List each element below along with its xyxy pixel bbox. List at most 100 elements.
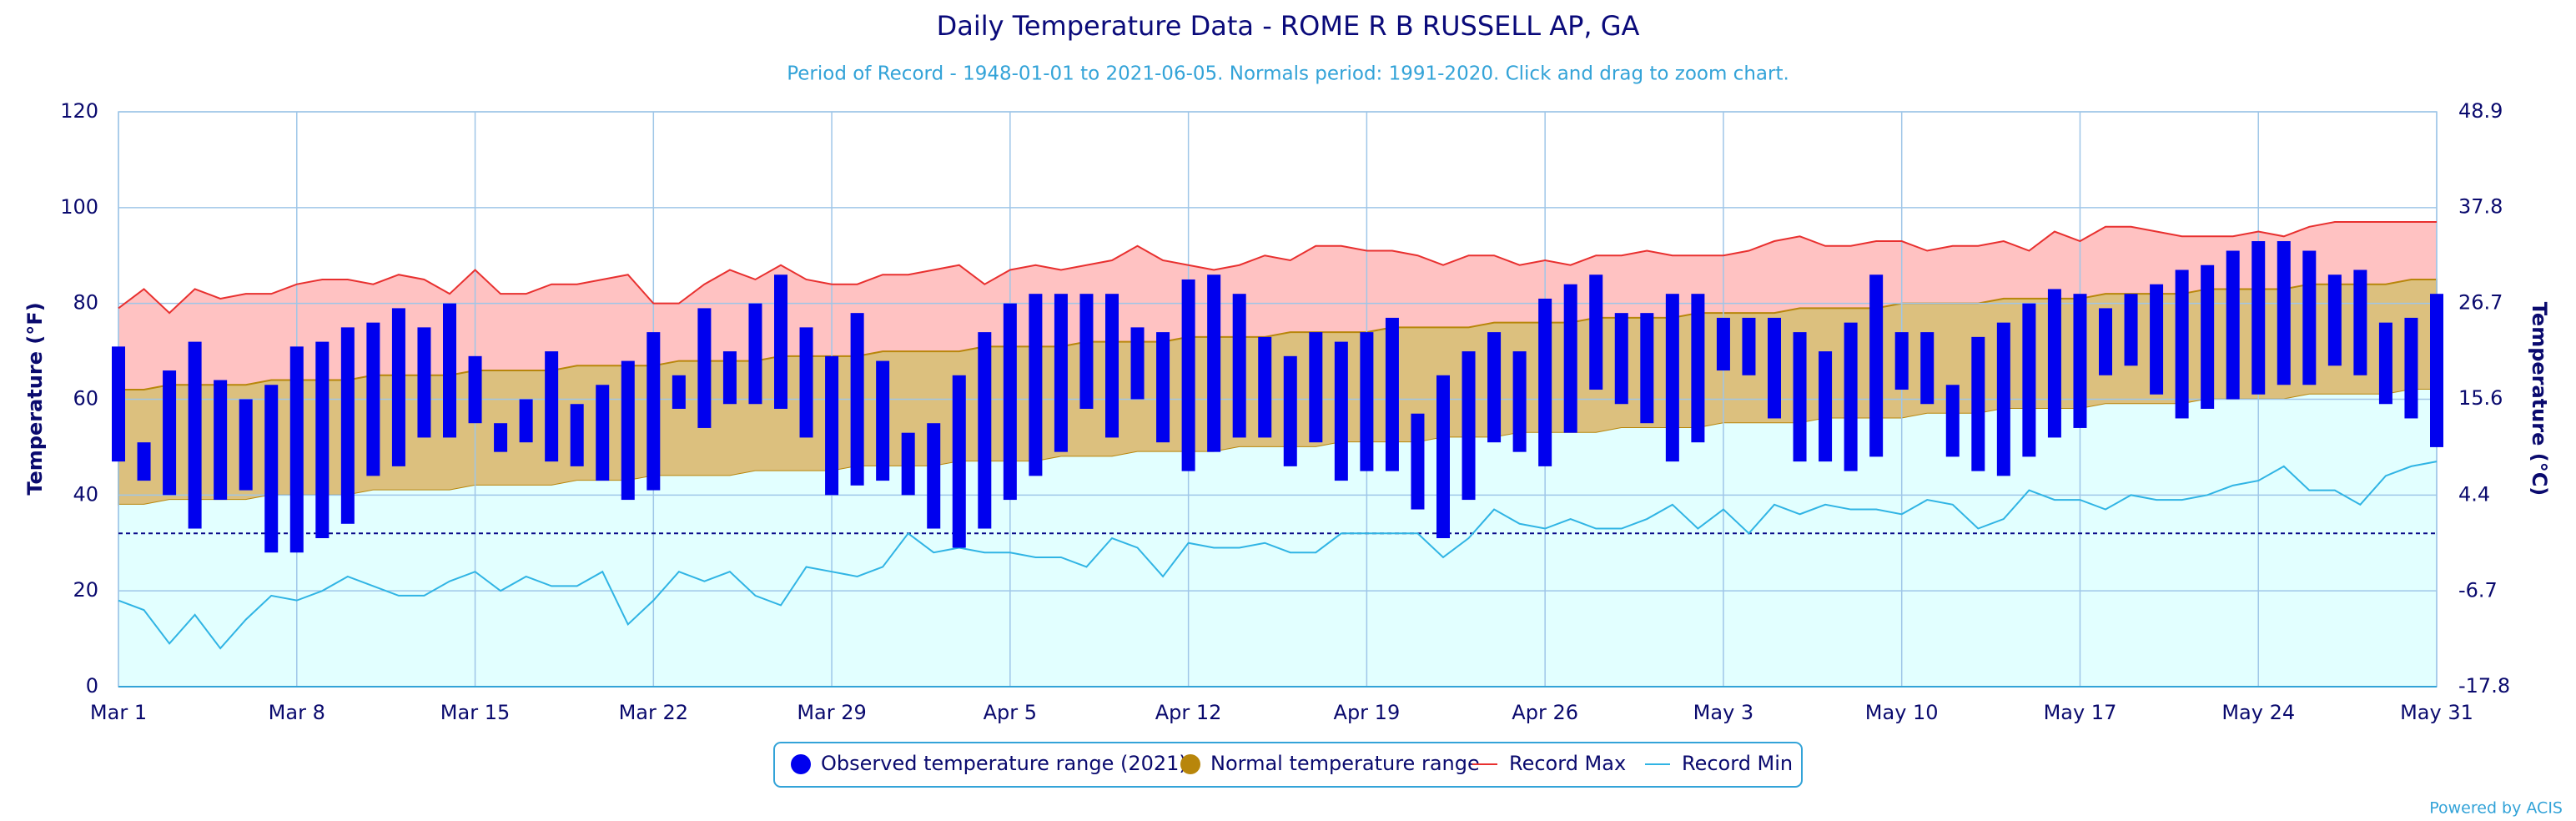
x-tick-label: Mar 1	[90, 701, 147, 724]
observed-bar	[1945, 385, 1960, 457]
observed-bar	[927, 423, 941, 529]
observed-bar	[850, 313, 864, 486]
observed-bar	[774, 275, 787, 409]
legend-symbol	[1180, 754, 1200, 774]
observed-bar	[340, 327, 355, 524]
observed-bar	[1054, 294, 1068, 452]
legend-label[interactable]: Observed temperature range (2021)	[821, 752, 1187, 775]
legend-symbol	[791, 754, 811, 774]
observed-bar	[1232, 294, 1246, 438]
x-tick-label: Mar 29	[797, 701, 866, 724]
y2-tick-label: 4.4	[2458, 483, 2490, 506]
legend-label[interactable]: Normal temperature range	[1210, 752, 1480, 775]
observed-bar	[2378, 322, 2392, 405]
legend-label[interactable]: Record Min	[1682, 752, 1793, 775]
y2-axis-title: Temperature (°C)	[2528, 302, 2551, 496]
observed-bar	[239, 399, 253, 491]
record-line	[118, 461, 2438, 650]
observed-bar	[2175, 269, 2189, 419]
observed-bar	[112, 346, 125, 462]
y-tick-label: 120	[60, 99, 98, 123]
x-tick-label: May 31	[2400, 701, 2473, 724]
chart-title: Daily Temperature Data - ROME R B RUSSEL…	[937, 10, 1640, 42]
observed-bar	[952, 375, 966, 548]
x-tick-label: Apr 26	[1512, 701, 1578, 724]
observed-bar	[722, 351, 737, 405]
observed-bar	[1996, 322, 2010, 476]
observed-bar	[366, 322, 380, 476]
legend-box	[773, 742, 1803, 788]
observed-bar	[1589, 275, 1603, 390]
x-tick-label: Apr 5	[984, 701, 1037, 724]
y2-tick-label: -17.8	[2458, 674, 2510, 698]
observed-bar	[1283, 355, 1297, 466]
observed-bar	[1385, 317, 1399, 471]
x-tick-label: May 3	[1693, 701, 1754, 724]
observed-bar	[264, 385, 279, 553]
observed-bar	[315, 341, 330, 539]
observed-bar	[1258, 336, 1272, 438]
observed-bar	[1309, 332, 1323, 443]
observed-bar	[901, 432, 915, 496]
observed-bar	[596, 385, 610, 481]
x-tick-label: May 24	[2221, 701, 2295, 724]
observed-bar	[1334, 341, 1348, 481]
observed-bar	[697, 308, 712, 428]
x-tick-label: Mar 8	[269, 701, 325, 724]
observed-bar	[1894, 332, 1909, 390]
x-tick-label: May 10	[1865, 701, 1939, 724]
observed-bar	[1640, 313, 1654, 424]
observed-bar	[1003, 303, 1017, 501]
observed-bar	[2022, 303, 2036, 457]
observed-bar	[2226, 250, 2240, 400]
observed-bar	[2430, 294, 2443, 447]
observed-bar	[672, 375, 686, 409]
observed-bar	[1029, 294, 1043, 476]
observed-bar	[1079, 294, 1094, 409]
observed-bar	[2327, 275, 2342, 366]
record-line	[118, 221, 2437, 315]
y-tick-label: 60	[73, 387, 98, 410]
observed-bar	[137, 442, 151, 481]
observed-bar	[289, 346, 304, 553]
observed-bar	[1512, 351, 1527, 452]
y2-tick-label: 37.8	[2458, 195, 2503, 219]
y-tick-label: 80	[73, 291, 98, 315]
y-tick-label: 0	[86, 674, 98, 698]
observed-bar	[2099, 308, 2112, 375]
chart-subtitle: Period of Record - 1948-01-01 to 2021-06…	[787, 63, 1789, 85]
observed-bar	[978, 332, 992, 529]
credits: Powered by ACIS	[2429, 799, 2563, 818]
observed-bar	[545, 351, 559, 462]
observed-bar	[1487, 332, 1502, 443]
observed-bar	[417, 327, 431, 438]
observed-bar	[1538, 298, 1552, 466]
x-tick-label: Mar 22	[619, 701, 688, 724]
observed-bar	[2404, 317, 2418, 419]
y2-tick-label: 26.7	[2458, 290, 2503, 314]
y-tick-label: 40	[73, 482, 98, 506]
y-tick-label: 100	[60, 195, 98, 219]
observed-bar	[621, 360, 635, 501]
x-tick-label: May 17	[2044, 701, 2117, 724]
observed-bar	[1105, 294, 1119, 438]
observed-bar	[1436, 375, 1450, 539]
legend-label[interactable]: Record Max	[1509, 752, 1626, 775]
y2-tick-label: 15.6	[2458, 386, 2503, 410]
observed-bar	[1156, 332, 1170, 443]
observed-bar	[443, 303, 456, 438]
observed-bar	[1665, 294, 1679, 462]
observed-bar	[1793, 332, 1807, 462]
observed-bar	[188, 341, 202, 529]
observed-bar	[1742, 317, 1756, 375]
observed-bar	[163, 370, 177, 496]
x-tick-label: Apr 19	[1334, 701, 1401, 724]
observed-bar	[468, 355, 482, 424]
observed-bar	[214, 380, 228, 501]
y-tick-label: 20	[73, 578, 98, 602]
observed-bar	[2251, 241, 2266, 395]
observed-bar	[1971, 336, 1985, 471]
y2-tick-label: -6.7	[2458, 578, 2498, 602]
observed-bar	[1920, 332, 1935, 405]
